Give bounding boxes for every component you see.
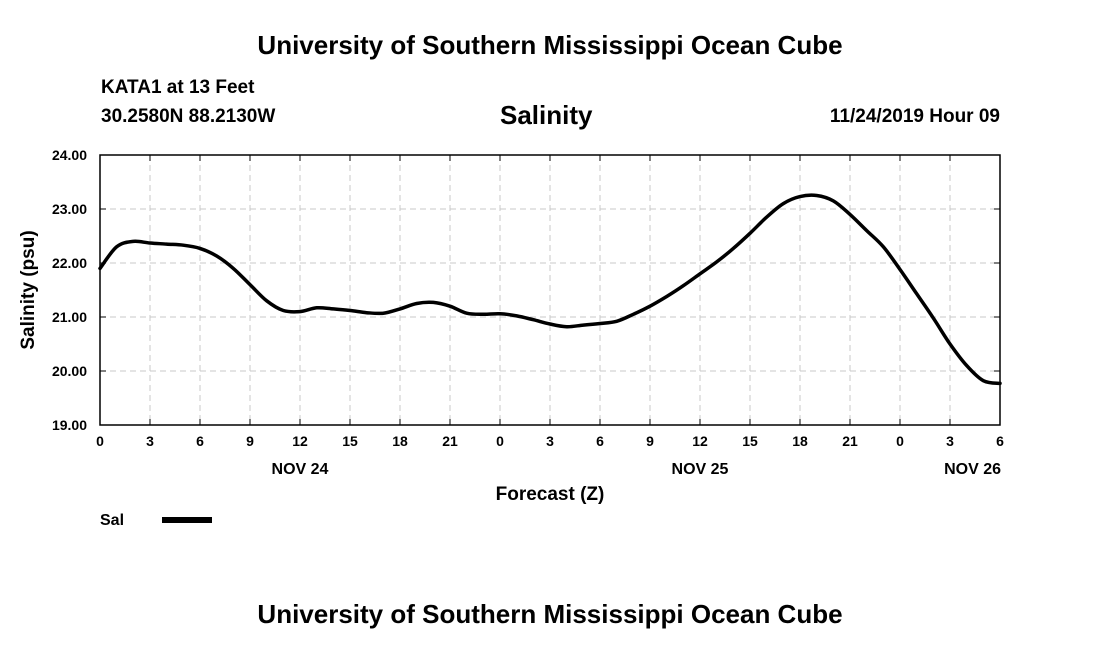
axes: 0 3 6 9 12 15 18 21 0 3 6 9 12 15 18 21 0 3 6 19.00 20.00 21.…	[52, 147, 1004, 478]
day-label: NOV 25	[672, 461, 729, 478]
x-tick-label: 3	[146, 433, 154, 449]
x-tick-label: 9	[646, 433, 654, 449]
y-tick-label: 24.00	[52, 147, 87, 163]
coordinates-label: 30.2580N 88.2130W	[101, 106, 276, 127]
y-axis-label: Salinity (psu)	[18, 230, 39, 349]
x-tick-label: 12	[292, 433, 308, 449]
x-tick-label: 0	[896, 433, 904, 449]
x-tick-label: 6	[596, 433, 604, 449]
y-tick-label: 23.00	[52, 201, 87, 217]
x-tick-label: 0	[496, 433, 504, 449]
x-axis-label: Forecast (Z)	[496, 484, 605, 505]
x-tick-label: 12	[692, 433, 708, 449]
main-title: University of Southern Mississippi Ocean…	[257, 30, 843, 60]
grid	[100, 155, 1000, 425]
x-tick-label: 21	[442, 433, 458, 449]
y-tick-label: 20.00	[52, 363, 87, 379]
x-tick-label: 3	[546, 433, 554, 449]
day-label: NOV 26	[944, 461, 1001, 478]
station-label: KATA1 at 13 Feet	[101, 77, 255, 98]
x-tick-label: 6	[196, 433, 204, 449]
x-tick-label: 21	[842, 433, 858, 449]
x-tick-label: 0	[96, 433, 104, 449]
y-tick-label: 19.00	[52, 417, 87, 433]
plot-frame	[99, 154, 1001, 426]
legend-label-sal: Sal	[100, 512, 124, 529]
x-tick-label: 6	[996, 433, 1004, 449]
x-tick-label: 18	[792, 433, 808, 449]
timestamp-label: 11/24/2019 Hour 09	[829, 106, 1000, 127]
x-tick-label: 9	[246, 433, 254, 449]
chart-title: Salinity	[500, 100, 593, 130]
x-tick-label: 18	[392, 433, 408, 449]
y-tick-label: 21.00	[52, 309, 87, 325]
x-tick-label: 15	[342, 433, 358, 449]
day-label: NOV 24	[272, 461, 329, 478]
x-tick-label: 15	[742, 433, 758, 449]
y-tick-label: 22.00	[52, 255, 87, 271]
footer-title: University of Southern Mississippi Ocean…	[257, 599, 843, 629]
legend: Sal	[100, 512, 212, 529]
x-tick-label: 3	[946, 433, 954, 449]
series-line-sal	[98, 193, 1002, 386]
